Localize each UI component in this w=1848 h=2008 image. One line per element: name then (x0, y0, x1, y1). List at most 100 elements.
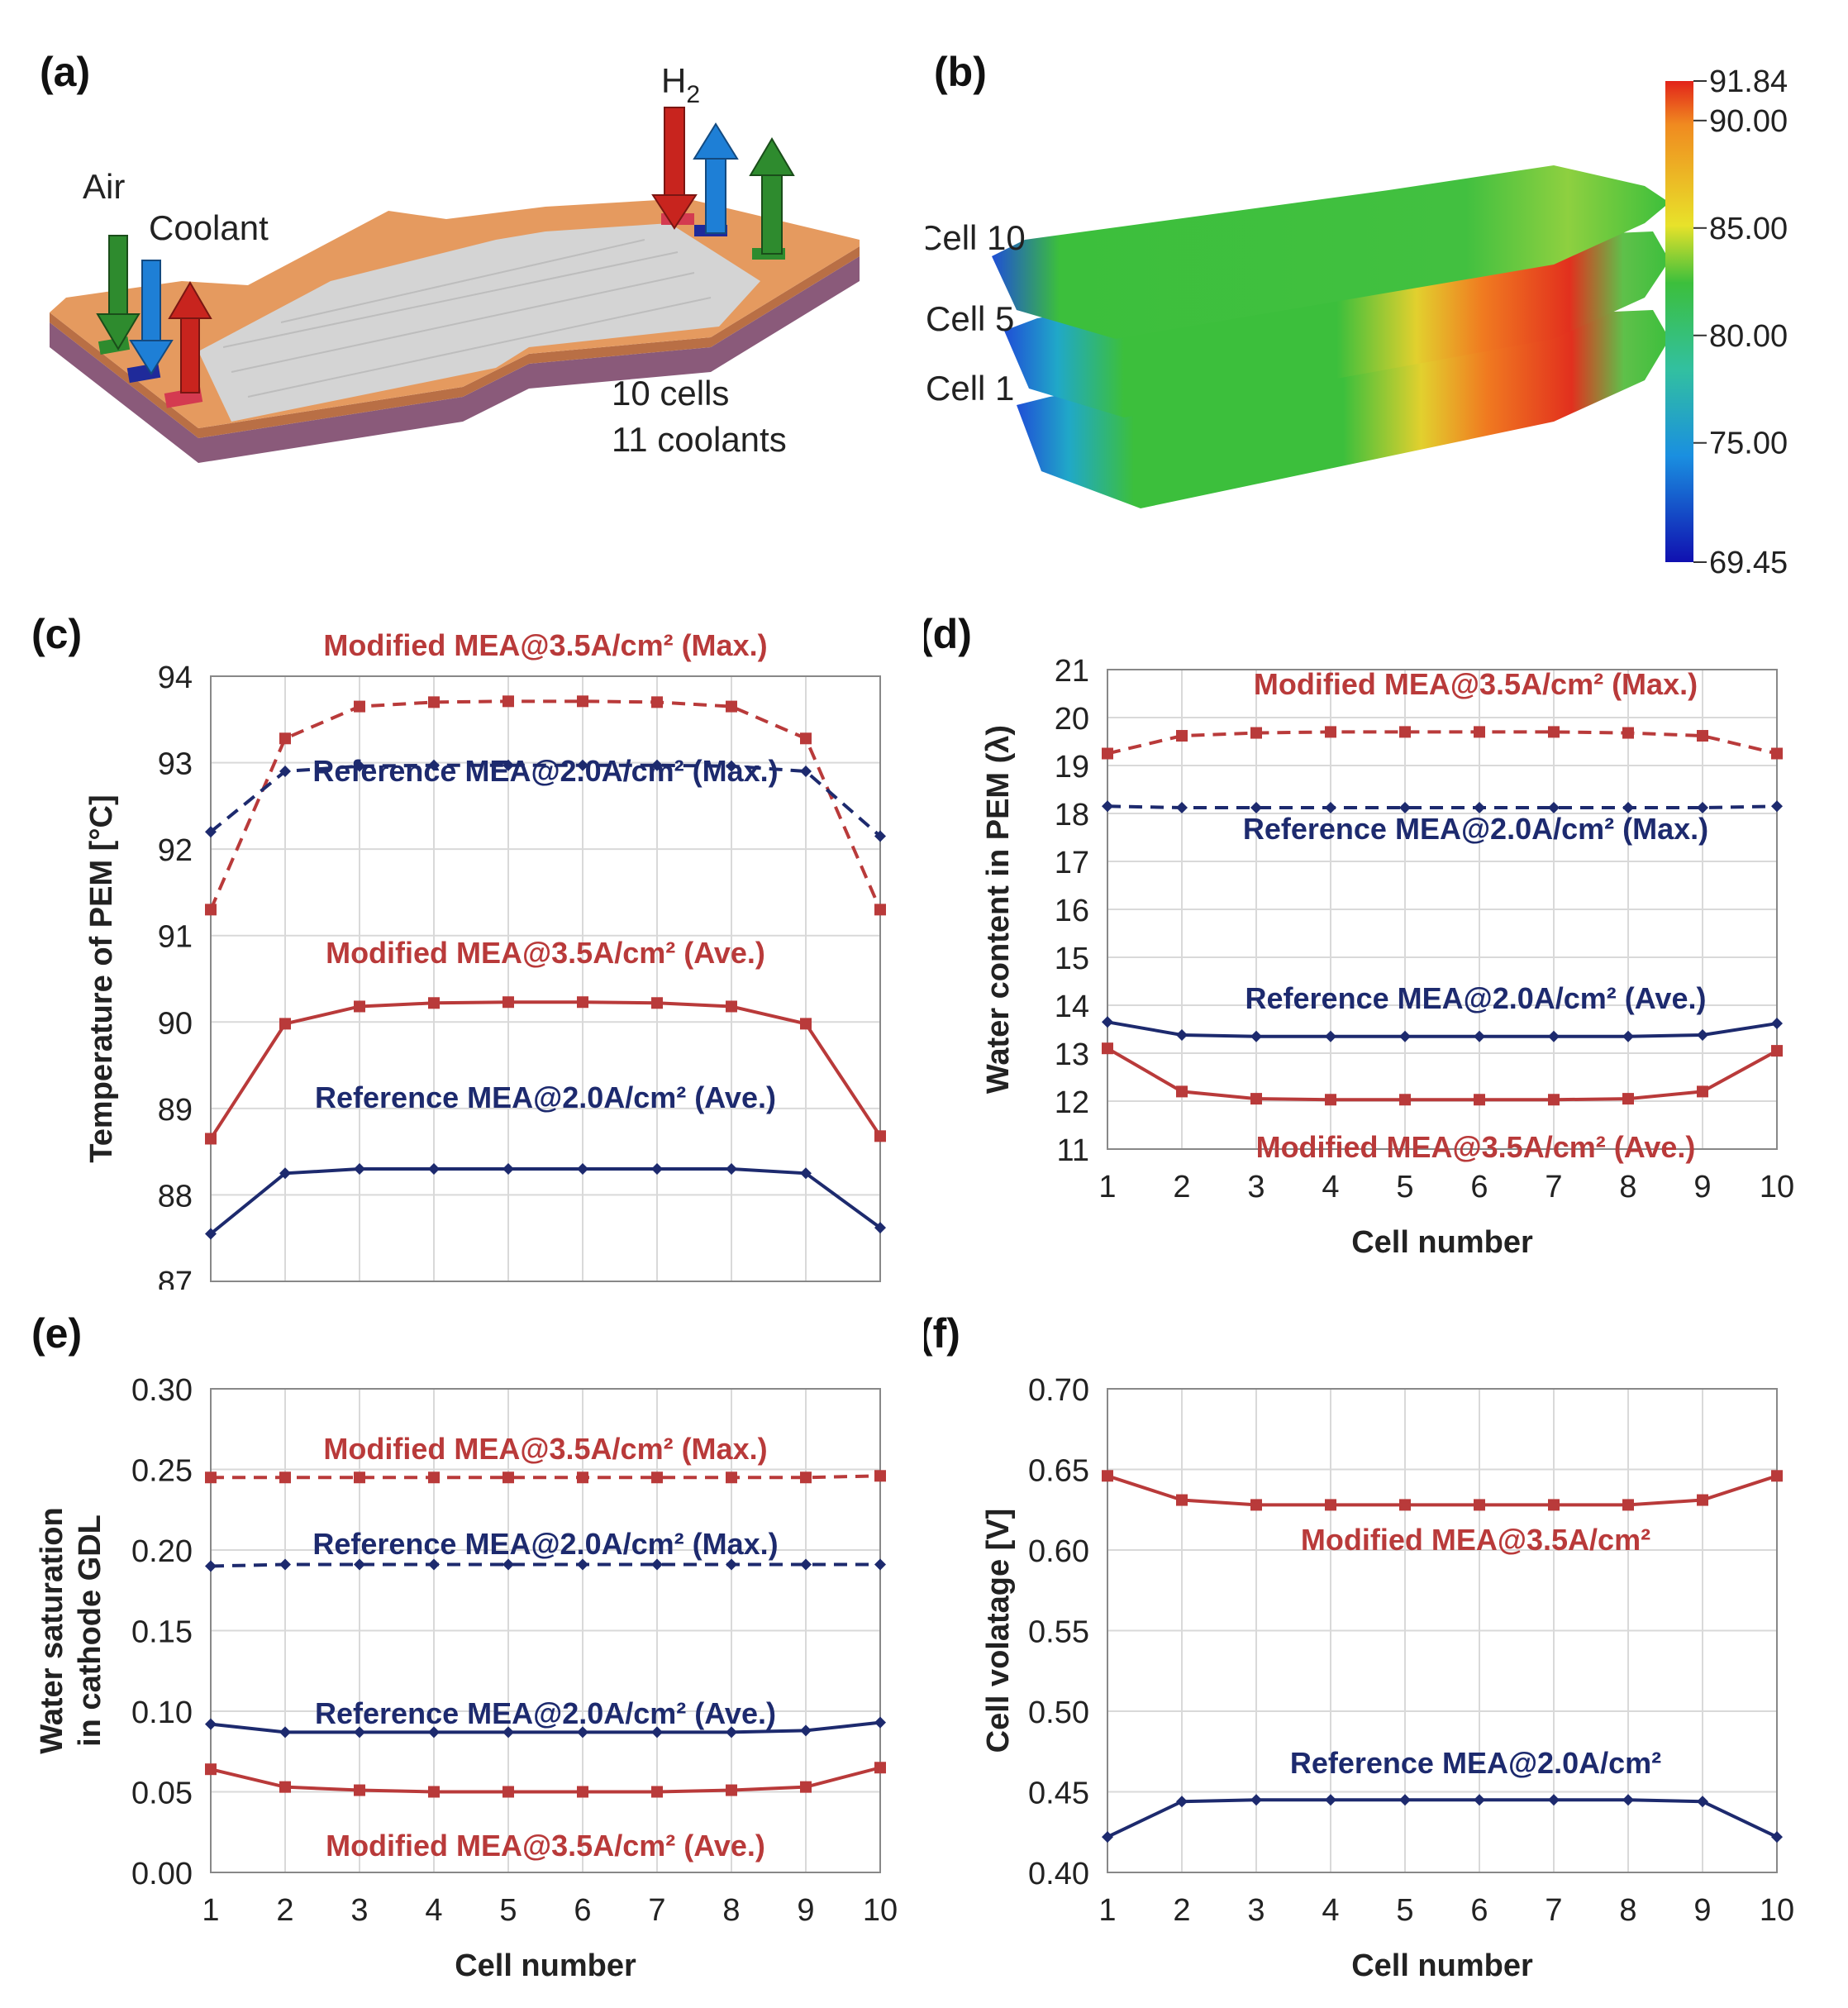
data-point-diamond (354, 760, 365, 772)
data-point-diamond (1250, 1794, 1262, 1806)
chart-e-gdl-water-saturation: (e) 0.00 0.05 0.10 0.15 0.20 0.25 0.30 1 2 3 4 5 6 7 8 9… (31, 1314, 898, 1983)
h2-subscript: 2 (686, 81, 700, 108)
y-axis-label: Temperature of PEM [°C] (84, 794, 119, 1162)
coolant-label: Coolant (149, 208, 269, 247)
data-point-square (502, 1786, 514, 1798)
data-point-diamond (205, 1718, 217, 1730)
data-point-diamond (726, 760, 737, 772)
data-point-square (1102, 747, 1113, 760)
data-point-square (428, 1786, 440, 1798)
y-tick-label: 21 (1055, 654, 1089, 689)
plate-side (50, 246, 860, 438)
data-point-diamond (1548, 1030, 1560, 1042)
series-line-modified-ave (209, 1000, 882, 1140)
x-tick-label: 3 (1247, 1893, 1265, 1928)
data-point-diamond (726, 1726, 737, 1739)
data-point-diamond (1771, 1831, 1783, 1843)
colorbar-tick-label: 91.84 (1709, 64, 1788, 99)
x-tick-label: 4 (425, 1893, 442, 1928)
stack-illustration: Air Coolant H2 10 cells 11 coolants (50, 61, 860, 463)
y-tick-label: 19 (1055, 750, 1089, 785)
x-tick-label: 5 (1396, 1170, 1413, 1204)
x-tick-label: 2 (276, 1893, 293, 1928)
y-tick-label: 0.20 (131, 1534, 193, 1569)
data-point-diamond (1622, 802, 1634, 814)
data-point-square (577, 695, 588, 708)
colorbar (1665, 81, 1693, 562)
data-point-diamond (874, 1558, 886, 1571)
x-tick-label: 3 (350, 1893, 368, 1928)
data-point-square (1250, 1499, 1262, 1511)
x-tick-label: 5 (499, 1893, 517, 1928)
data-point-diamond (428, 1726, 440, 1739)
y-tick-label: 88 (158, 1179, 193, 1214)
data-point-square (1325, 1499, 1336, 1511)
data-point-square (1548, 1094, 1560, 1106)
data-point-square (205, 1763, 217, 1776)
y-tick-label: 91 (158, 920, 193, 955)
data-point-diamond (1102, 1831, 1113, 1843)
air-outlet-arrow-icon (749, 137, 795, 255)
data-point-diamond (1176, 1796, 1188, 1808)
series-label: Modified MEA@3.5A/cm² (Max.) (323, 1432, 767, 1466)
data-point-diamond (1176, 802, 1188, 814)
panel-e-letter: (e) (31, 1314, 82, 1357)
x-tick-label: 8 (1619, 1170, 1636, 1204)
data-point-square (502, 695, 514, 708)
cells-count-label: 10 cells (612, 374, 729, 413)
data-point-square (1697, 730, 1708, 742)
series-line-modified-ave (1107, 1474, 1778, 1507)
data-point-square (1771, 747, 1783, 760)
series-label: Modified MEA@3.5A/cm² (1301, 1523, 1650, 1557)
data-point-diamond (502, 1163, 514, 1176)
cell-10-plate (992, 165, 1669, 339)
x-tick-label: 3 (1247, 1170, 1265, 1204)
data-point-diamond (1102, 1016, 1113, 1028)
y-tick-label: 0.05 (131, 1777, 193, 1811)
x-tick-label: 10 (863, 1893, 898, 1928)
y-tick-label: 0.45 (1028, 1777, 1089, 1811)
series-line-reference-ave (209, 1167, 882, 1236)
data-point-diamond (577, 1163, 588, 1176)
data-point-diamond (874, 1222, 886, 1234)
y-axis-label: Water saturation in cathode GDL (35, 1507, 107, 1753)
data-point-square (726, 1000, 737, 1013)
data-point-square (279, 732, 291, 745)
x-tick-label: 1 (202, 1893, 219, 1928)
data-point-square (1548, 726, 1560, 738)
x-tick-label: 9 (1693, 1170, 1711, 1204)
y-tick-label: 0.40 (1028, 1857, 1089, 1891)
coolant-outlet-arrow-icon (693, 122, 739, 234)
data-point-square (726, 1784, 737, 1796)
series-label: Reference MEA@2.0A/cm² (Max.) (312, 1527, 778, 1561)
data-point-square (502, 1471, 514, 1484)
series-line-reference-ave (210, 1720, 881, 1734)
y-tick-label: 12 (1055, 1085, 1089, 1120)
series-label: Modified MEA@3.5A/cm² (Max.) (1254, 667, 1698, 701)
data-point-square (577, 1786, 588, 1798)
series-line-reference-max (209, 763, 882, 837)
data-point-square (205, 1471, 217, 1484)
data-point-square (651, 1471, 663, 1484)
data-point-square (651, 696, 663, 708)
h2-label: H2 (661, 61, 700, 108)
series-line-reference-ave (1107, 1020, 1778, 1038)
data-point-square (577, 996, 588, 1009)
data-point-diamond (800, 1167, 812, 1180)
flow-field (222, 239, 712, 398)
data-point-square (1697, 1085, 1708, 1098)
data-point-square (1771, 1045, 1783, 1057)
series-label: Reference MEA@2.0A/cm² (Ave.) (315, 1080, 776, 1114)
plate-layers (50, 256, 860, 463)
data-point-square (1771, 1470, 1783, 1482)
data-point-diamond (205, 1560, 217, 1572)
data-point-diamond (1474, 1030, 1485, 1042)
h2-inlet-arrow-icon (651, 107, 698, 230)
data-point-square (1399, 726, 1411, 738)
data-point-diamond (1697, 802, 1708, 814)
x-axis-label: Cell number (455, 1948, 636, 1983)
y-tick-label: 0.50 (1028, 1696, 1089, 1730)
data-point-square (1474, 1094, 1485, 1106)
y-axis-label: Water content in PEM (λ) (981, 725, 1016, 1094)
x-tick-label: 7 (1545, 1170, 1562, 1204)
